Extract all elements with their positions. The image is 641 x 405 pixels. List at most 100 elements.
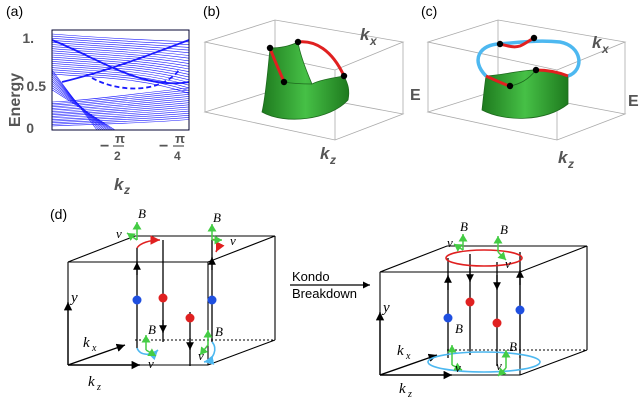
panel-a-label: (a) (6, 3, 23, 19)
band-curve (51, 35, 190, 45)
band-curve (51, 48, 190, 62)
svg-text:z: z (407, 389, 412, 400)
svg-text:x: x (369, 34, 378, 48)
band-curve (51, 119, 190, 127)
panel-d: (d) y k x k z (50, 206, 588, 400)
band-curve (51, 104, 190, 116)
svg-text:v: v (496, 358, 502, 373)
panel-a-xtick-pi4: − π 4 (159, 131, 185, 163)
band-curve (51, 33, 190, 43)
svg-text:B: B (509, 339, 517, 354)
panel-c: (c) k x k z E (421, 3, 639, 171)
band-curve (91, 69, 180, 90)
svg-text:v: v (455, 360, 461, 375)
band-curve (51, 52, 190, 67)
panel-c-fermi-arc-3 (499, 36, 535, 49)
panel-d-right-axes (375, 312, 452, 380)
panel-d-left-kx-label: k x (83, 335, 97, 354)
panel-d-right-y-label: y (381, 300, 390, 316)
svg-text:z: z (123, 183, 130, 197)
panel-d-kondo-breakdown-arrow: Kondo Breakdown (290, 269, 370, 301)
panel-d-left-blue-arc-2 (203, 341, 216, 365)
band-curve (51, 67, 190, 86)
panel-a-xlabel: k z (114, 175, 130, 197)
panel-a-band-plot (51, 29, 190, 131)
band-curve (51, 40, 190, 51)
svg-text:k: k (360, 25, 371, 44)
svg-text:2: 2 (114, 149, 121, 163)
svg-text:v: v (230, 233, 236, 248)
band-curve (51, 102, 190, 114)
panel-c-e-label: E (628, 93, 639, 110)
band-curve (51, 73, 190, 94)
svg-text:−: − (159, 138, 168, 155)
band-curve (51, 115, 190, 124)
panel-c-surface-loop (476, 39, 581, 78)
panel-d-left-red-arc-2 (211, 238, 225, 253)
svg-text:x: x (91, 343, 97, 354)
svg-text:B: B (148, 322, 156, 337)
svg-text:B: B (500, 222, 508, 237)
panel-d-right-kx-label: k x (397, 343, 411, 362)
band-curve (51, 110, 190, 120)
svg-text:B: B (215, 324, 223, 339)
panel-c-kx-label: k x (592, 33, 610, 56)
band-curve (51, 61, 190, 78)
panel-d-left-kz-label: k z (88, 374, 101, 393)
band-curve (51, 108, 190, 119)
panel-d-left-red-arc-1 (136, 235, 161, 249)
svg-text:π: π (115, 131, 125, 146)
band-curve (51, 100, 190, 112)
band-curve (51, 71, 190, 91)
panel-d-right-kz-label: k z (399, 381, 412, 400)
panel-b-e-label: E (410, 87, 421, 104)
svg-text:B: B (455, 321, 463, 336)
panel-b-kz-label: k z (320, 144, 336, 167)
band-curve (51, 63, 190, 81)
svg-text:x: x (405, 351, 411, 362)
panel-d-right-lines (444, 252, 524, 366)
svg-text:−: − (100, 138, 109, 155)
panel-d-right-red-loop (445, 249, 523, 267)
svg-text:z: z (567, 157, 574, 171)
band-curve (51, 89, 116, 131)
panel-d-left-axes (63, 302, 140, 370)
svg-text:B: B (138, 206, 146, 221)
band-curve (51, 106, 190, 117)
panel-c-weyl-points (496, 34, 540, 90)
panel-b-fermi-arc-2 (297, 40, 346, 77)
panel-a-ytick-0: 0 (26, 120, 34, 136)
panel-d-left-bv-arrows (126, 222, 222, 357)
panel-a-ylabel: Energy (7, 73, 24, 127)
kondo-label-line1: Kondo (292, 269, 330, 284)
panel-a-xtick-pi2: − π 2 (100, 131, 125, 163)
band-curve (51, 54, 190, 70)
band-curve (51, 50, 190, 64)
band-curve (51, 56, 190, 72)
panel-c-surface (481, 69, 569, 119)
svg-text:π: π (175, 131, 185, 146)
panel-a-ytick-05: 0.5 (27, 78, 47, 94)
svg-text:v: v (116, 226, 122, 241)
band-curve (51, 39, 190, 85)
band-curve (51, 85, 112, 131)
panel-d-left-blue-arc-1 (136, 347, 159, 361)
panel-d-left-weyl-dots (132, 293, 217, 323)
svg-text:B: B (213, 210, 221, 225)
svg-text:v: v (148, 356, 154, 371)
panel-b-surface (261, 41, 350, 120)
panel-a: (a) Energy 1. 0.5 0 − π 2 − π 4 k z (6, 3, 190, 197)
band-curve (51, 87, 114, 131)
svg-text:x: x (601, 42, 610, 56)
panel-b-weyl-points (266, 38, 348, 86)
svg-text:k: k (88, 374, 95, 390)
svg-text:v: v (505, 256, 511, 271)
panel-d-left-y-label: y (69, 290, 78, 306)
panel-d-right-bv-arrows (447, 234, 511, 377)
band-curve (51, 117, 190, 125)
band-curve (51, 87, 190, 103)
svg-text:k: k (558, 148, 569, 167)
panel-d-label: (d) (50, 206, 67, 222)
panel-c-kz-label: k z (558, 148, 574, 171)
